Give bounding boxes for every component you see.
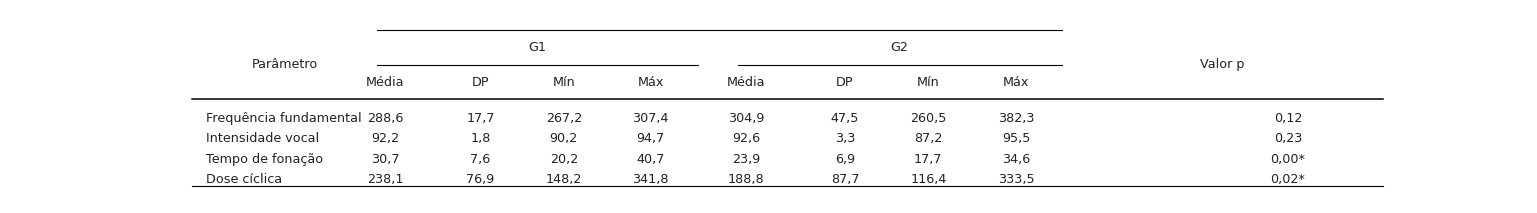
Text: 238,1: 238,1 (367, 173, 403, 186)
Text: 0,23: 0,23 (1274, 132, 1302, 145)
Text: Valor p: Valor p (1200, 58, 1245, 71)
Text: 30,7: 30,7 (370, 153, 400, 166)
Text: 148,2: 148,2 (546, 173, 583, 186)
Text: Máx: Máx (1004, 76, 1030, 89)
Text: 17,7: 17,7 (466, 112, 495, 125)
Text: Mín: Mín (552, 76, 575, 89)
Text: 23,9: 23,9 (732, 153, 761, 166)
Text: Tempo de fonação: Tempo de fonação (206, 153, 324, 166)
Text: 341,8: 341,8 (633, 173, 669, 186)
Text: Frequência fundamental: Frequência fundamental (206, 112, 363, 125)
Text: 288,6: 288,6 (367, 112, 403, 125)
Text: 267,2: 267,2 (546, 112, 583, 125)
Text: 40,7: 40,7 (636, 153, 666, 166)
Text: G2: G2 (891, 41, 908, 54)
Text: 333,5: 333,5 (998, 173, 1034, 186)
Text: Dose cíclica: Dose cíclica (206, 173, 283, 186)
Text: Média: Média (727, 76, 765, 89)
Text: 304,9: 304,9 (729, 112, 764, 125)
Text: 20,2: 20,2 (550, 153, 578, 166)
Text: 94,7: 94,7 (636, 132, 666, 145)
Text: DP: DP (836, 76, 853, 89)
Text: DP: DP (472, 76, 489, 89)
Text: 87,7: 87,7 (830, 173, 859, 186)
Text: 92,2: 92,2 (370, 132, 400, 145)
Text: 95,5: 95,5 (1002, 132, 1031, 145)
Text: 3,3: 3,3 (835, 132, 855, 145)
Text: G1: G1 (529, 41, 547, 54)
Text: 1,8: 1,8 (470, 132, 490, 145)
Text: 0,00*: 0,00* (1271, 153, 1305, 166)
Text: 188,8: 188,8 (727, 173, 764, 186)
Text: 7,6: 7,6 (470, 153, 490, 166)
Text: 382,3: 382,3 (998, 112, 1034, 125)
Text: 116,4: 116,4 (910, 173, 947, 186)
Text: Mín: Mín (918, 76, 939, 89)
Text: 47,5: 47,5 (830, 112, 859, 125)
Text: 0,02*: 0,02* (1271, 173, 1305, 186)
Text: 260,5: 260,5 (910, 112, 947, 125)
Text: 90,2: 90,2 (550, 132, 578, 145)
Text: 87,2: 87,2 (915, 132, 942, 145)
Text: 92,6: 92,6 (732, 132, 761, 145)
Text: 76,9: 76,9 (466, 173, 495, 186)
Text: 34,6: 34,6 (1002, 153, 1030, 166)
Text: 0,12: 0,12 (1274, 112, 1302, 125)
Text: 6,9: 6,9 (835, 153, 855, 166)
Text: Intensidade vocal: Intensidade vocal (206, 132, 320, 145)
Text: 17,7: 17,7 (915, 153, 942, 166)
Text: Máx: Máx (638, 76, 664, 89)
Text: Parâmetro: Parâmetro (252, 58, 318, 71)
Text: 307,4: 307,4 (633, 112, 669, 125)
Text: Média: Média (366, 76, 404, 89)
